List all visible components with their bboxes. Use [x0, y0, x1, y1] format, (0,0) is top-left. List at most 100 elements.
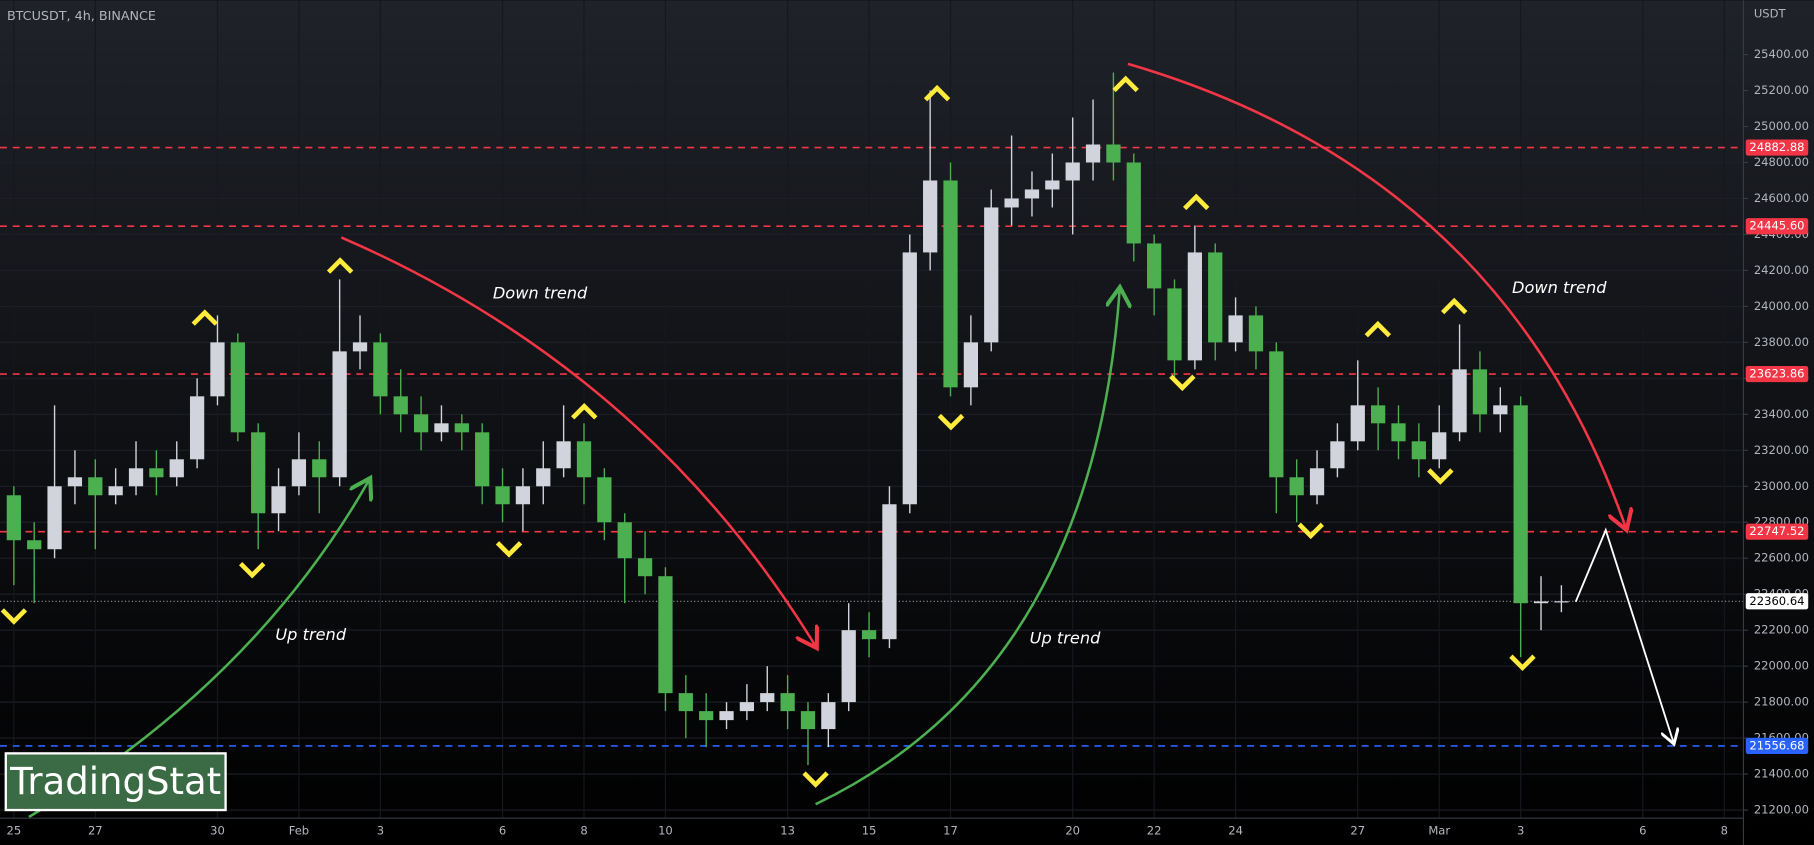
- watermark: TradingStat: [9, 760, 221, 803]
- candle-body: [1554, 601, 1569, 603]
- candle-body: [800, 711, 816, 730]
- candle-body: [1269, 351, 1284, 478]
- candle-body: [1004, 198, 1019, 208]
- y-tick-label: 25400.00: [1754, 47, 1809, 61]
- candle-body: [861, 630, 877, 640]
- candle-body: [271, 486, 286, 514]
- candle-body: [6, 495, 21, 541]
- candle-body: [230, 342, 245, 433]
- y-tick-label: 21800.00: [1754, 695, 1809, 709]
- swing-low-marker: [802, 771, 829, 788]
- candle-body: [719, 711, 734, 721]
- candle-body: [88, 477, 103, 496]
- price-label: 23623.86: [1749, 367, 1804, 381]
- candle-body: [556, 441, 571, 469]
- annotation: Down trend: [1512, 278, 1607, 297]
- swing-markers: [0, 75, 1536, 788]
- candle-body: [536, 468, 551, 487]
- x-tick-label: 25: [6, 823, 21, 837]
- price-label: 22360.64: [1749, 594, 1804, 608]
- y-tick-label: 21400.00: [1754, 767, 1809, 781]
- candle-body: [1208, 252, 1223, 343]
- candle-body: [780, 693, 795, 712]
- candle-body: [617, 522, 632, 559]
- candle-body: [373, 342, 388, 397]
- projection-arrow: [1574, 527, 1674, 744]
- candle-body: [1248, 315, 1264, 352]
- candle-body: [454, 423, 469, 433]
- swing-low-marker: [238, 562, 266, 579]
- trend-curve: [340, 236, 816, 648]
- price-label: 21556.68: [1749, 738, 1804, 752]
- candle-body: [1309, 468, 1325, 496]
- swing-low-marker: [0, 608, 28, 625]
- candle-body: [1391, 423, 1406, 442]
- price-label-box: [1745, 523, 1809, 540]
- candle-body: [1533, 601, 1549, 604]
- swing-high-marker: [1441, 297, 1468, 315]
- candle-body: [1147, 243, 1162, 289]
- candle-body: [1085, 144, 1101, 163]
- candle-body: [1289, 477, 1304, 496]
- y-tick-label: 22000.00: [1754, 659, 1809, 673]
- candle-body: [1228, 315, 1243, 343]
- price-label-box: [1745, 365, 1809, 383]
- swing-high-marker: [923, 84, 951, 102]
- candle-body: [1371, 405, 1386, 424]
- x-tick-label: 22: [1147, 823, 1162, 837]
- candle-body: [1411, 441, 1426, 460]
- swing-low-marker: [1427, 468, 1454, 485]
- candle-body: [597, 477, 612, 523]
- candle-body: [1187, 252, 1202, 361]
- x-tick-label: 3: [1517, 823, 1524, 837]
- price-label: 24445.60: [1749, 219, 1804, 233]
- candle-body: [943, 180, 958, 388]
- candle-body: [821, 702, 836, 730]
- candle-body: [332, 351, 347, 478]
- trend-curve: [1127, 62, 1627, 530]
- candle-body: [984, 207, 999, 343]
- x-tick-label: Feb: [289, 823, 309, 837]
- candle-body: [760, 693, 775, 703]
- y-tick-label: 22600.00: [1754, 551, 1809, 565]
- y-tick-label: 23800.00: [1754, 335, 1809, 349]
- swing-high-marker: [326, 257, 354, 274]
- x-tick-label: 24: [1228, 823, 1243, 837]
- candle-body: [495, 486, 510, 505]
- watermark-box: [4, 752, 227, 812]
- y-tick-label: 25200.00: [1754, 83, 1809, 97]
- candle-body: [251, 432, 266, 514]
- candle-body: [1024, 189, 1040, 199]
- x-tick-label: 3: [377, 823, 384, 837]
- x-tick-label: 6: [499, 823, 506, 837]
- y-tick-label: 25000.00: [1754, 119, 1809, 133]
- annotation: Down trend: [493, 284, 588, 303]
- candle-body: [434, 423, 449, 433]
- candle-body: [393, 396, 408, 415]
- candle-body: [128, 468, 144, 487]
- candle-body: [658, 576, 673, 694]
- candle-body: [67, 477, 83, 487]
- y-tick-label: 21200.00: [1754, 803, 1809, 817]
- x-tick-label: 6: [1639, 823, 1646, 837]
- candle-body: [413, 414, 429, 433]
- candle-body: [1513, 405, 1528, 604]
- price-label-box: [1745, 139, 1809, 156]
- y-tick-label: 23400.00: [1754, 407, 1809, 421]
- candle-body: [27, 540, 42, 550]
- candle-body: [352, 342, 368, 352]
- candle-body: [902, 252, 917, 505]
- x-tick-label: 8: [1721, 823, 1728, 837]
- y-tick-label: 24000.00: [1754, 299, 1809, 313]
- candle-body: [291, 459, 307, 487]
- candle-body: [1432, 432, 1447, 460]
- candle-body: [739, 702, 755, 712]
- swing-high-marker: [191, 309, 218, 326]
- y-tick-label: 24600.00: [1754, 191, 1809, 205]
- candle-body: [189, 396, 205, 460]
- chart-title: BTCUSDT, 4h, BINANCE: [7, 8, 156, 23]
- x-tick-label: 10: [658, 823, 673, 837]
- x-tick-label: Mar: [1428, 823, 1450, 837]
- swing-low-marker: [1169, 374, 1196, 392]
